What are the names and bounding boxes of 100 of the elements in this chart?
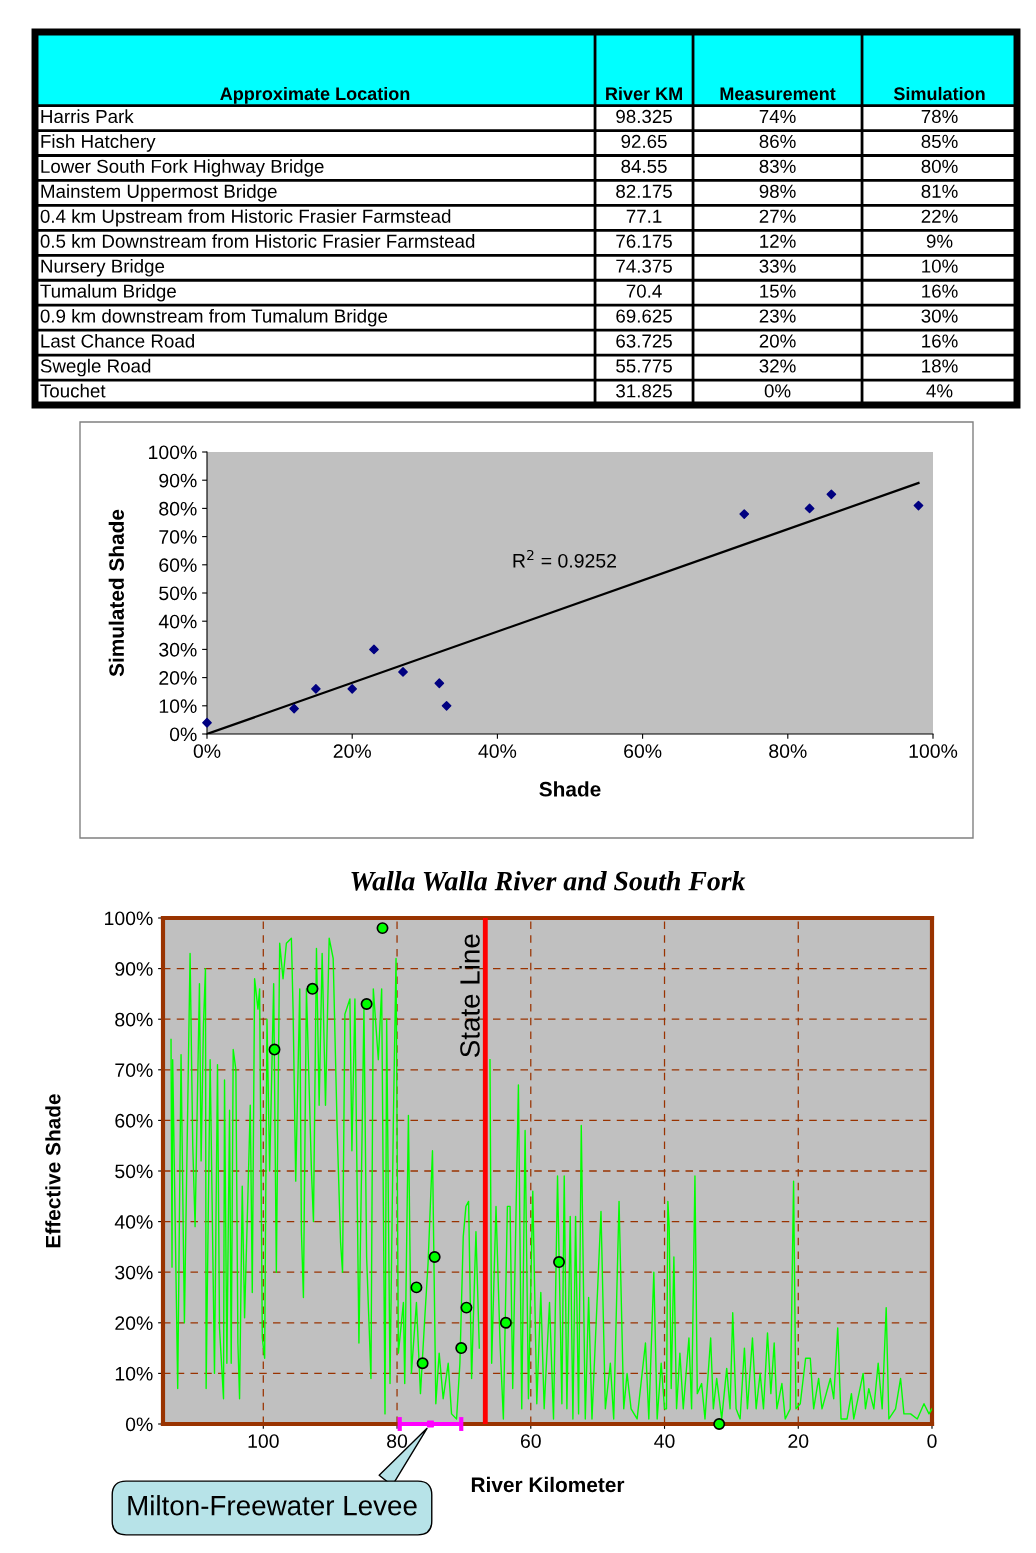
y-tick-label: 50% bbox=[159, 586, 197, 601]
text: 0.5 km Downstream from Historic Frasier Farmstead bbox=[40, 234, 475, 248]
point bbox=[804, 503, 815, 514]
x-tick-label: 100 bbox=[248, 1434, 279, 1448]
x-tick-label: 60% bbox=[624, 744, 662, 758]
text: Tumalum Bridge bbox=[40, 283, 176, 302]
text: Mainstem Uppermost Bridge bbox=[41, 184, 277, 202]
text: 18% bbox=[922, 359, 958, 373]
y-tick-label: 90% bbox=[159, 473, 197, 488]
y-tick-label: 50% bbox=[115, 1164, 153, 1179]
text: 85% bbox=[921, 134, 958, 149]
text: 98.325 bbox=[616, 109, 672, 124]
x-tick-label: 80% bbox=[769, 744, 807, 758]
point bbox=[376, 922, 389, 935]
y-tick-label: 20% bbox=[159, 671, 197, 685]
category-label: Simulation bbox=[893, 86, 985, 101]
point bbox=[268, 1043, 281, 1056]
text: 98% bbox=[759, 184, 796, 198]
point bbox=[410, 1281, 423, 1294]
text: 78% bbox=[921, 109, 958, 124]
text: 81% bbox=[921, 184, 958, 198]
text: 69.625 bbox=[616, 309, 672, 323]
text: 20% bbox=[759, 334, 796, 348]
y-tick-label: 30% bbox=[159, 642, 197, 657]
y-tick-label: 70% bbox=[159, 530, 197, 544]
chart-title: Walla Walla River and South Fork bbox=[351, 870, 746, 891]
text: 74.375 bbox=[616, 259, 672, 273]
point bbox=[398, 667, 408, 677]
text: 0.4 km Upstream from Historic Frasier Farmstead bbox=[40, 209, 451, 227]
point bbox=[455, 1342, 468, 1355]
point bbox=[416, 1357, 429, 1370]
text: Last Chance Road bbox=[41, 333, 195, 348]
text: Swegle Road bbox=[40, 358, 151, 377]
category-label: Measurement bbox=[720, 87, 836, 101]
text: 55.775 bbox=[616, 359, 672, 373]
point bbox=[428, 1251, 441, 1264]
text: 9% bbox=[926, 234, 953, 248]
text: 12% bbox=[760, 234, 796, 248]
y-axis-title: Simulated Shade bbox=[108, 509, 124, 677]
y-tick-label: 90% bbox=[115, 962, 153, 976]
y-tick-label: 80% bbox=[115, 1012, 153, 1027]
y-tick-label: 20% bbox=[115, 1316, 153, 1331]
y-tick-label: 0% bbox=[125, 1417, 153, 1432]
point bbox=[202, 717, 212, 728]
text: 23% bbox=[759, 309, 796, 323]
x-axis-title: Shade bbox=[539, 781, 601, 797]
x-tick-label: 80 bbox=[387, 1434, 408, 1448]
point bbox=[360, 998, 373, 1011]
text: 4% bbox=[926, 384, 953, 398]
y-tick-label: 60% bbox=[115, 1113, 153, 1128]
text: 16% bbox=[922, 284, 958, 298]
ref-line-label: State Line bbox=[459, 934, 480, 1057]
text: 22% bbox=[921, 209, 958, 223]
text: 16% bbox=[922, 334, 958, 348]
category-label: Approximate Location bbox=[220, 86, 410, 104]
y-tick-label: 0% bbox=[169, 727, 197, 742]
text: Harris Park bbox=[41, 109, 134, 124]
point bbox=[311, 684, 321, 694]
x-tick-label: 40 bbox=[654, 1434, 675, 1448]
annotation: R$^{2}$ = 0.9252 bbox=[513, 549, 616, 568]
text: 83% bbox=[759, 159, 796, 173]
y-tick-label: 30% bbox=[115, 1265, 153, 1280]
text: 15% bbox=[760, 284, 796, 298]
point bbox=[739, 509, 750, 519]
y-tick-label: 10% bbox=[115, 1366, 153, 1381]
y-tick-label: 70% bbox=[115, 1063, 153, 1078]
text: 0% bbox=[764, 384, 791, 398]
point bbox=[553, 1256, 566, 1269]
y-axis-title: Effective Shade bbox=[45, 1094, 61, 1248]
point bbox=[441, 700, 452, 711]
point bbox=[427, 1420, 434, 1428]
text: 77.1 bbox=[626, 209, 662, 223]
point bbox=[369, 644, 379, 655]
y-tick-label: 40% bbox=[114, 1215, 153, 1229]
text: 70.4 bbox=[626, 284, 662, 298]
text: 86% bbox=[759, 134, 796, 149]
text: Lower South Fork Highway Bridge bbox=[41, 159, 324, 177]
y-tick-label: 100% bbox=[149, 445, 197, 460]
y-tick-label: 40% bbox=[158, 614, 197, 629]
annotation: Milton-Freewater Levee bbox=[128, 1495, 417, 1516]
y-tick-label: 100% bbox=[105, 911, 153, 926]
text: Fish Hatchery bbox=[41, 134, 156, 152]
y-tick-label: 10% bbox=[159, 699, 197, 714]
text: 33% bbox=[759, 259, 796, 273]
x-tick-label: 20% bbox=[333, 744, 371, 758]
point bbox=[460, 1301, 473, 1314]
text: 74% bbox=[759, 109, 796, 124]
point bbox=[434, 678, 445, 689]
text: 0.9 km downstream from Tumalum Bridge bbox=[40, 308, 388, 327]
text: 92.65 bbox=[621, 134, 667, 149]
x-tick-label: 100% bbox=[909, 744, 958, 758]
point bbox=[826, 489, 837, 500]
x-tick-label: 20 bbox=[788, 1434, 809, 1448]
text: Touchet bbox=[40, 383, 106, 398]
category-label: River KM bbox=[606, 86, 682, 101]
point bbox=[289, 703, 299, 714]
text: 84.55 bbox=[621, 159, 667, 173]
text: Nursery Bridge bbox=[41, 259, 165, 277]
text: 10% bbox=[922, 259, 958, 273]
x-tick-label: 0 bbox=[927, 1434, 937, 1448]
